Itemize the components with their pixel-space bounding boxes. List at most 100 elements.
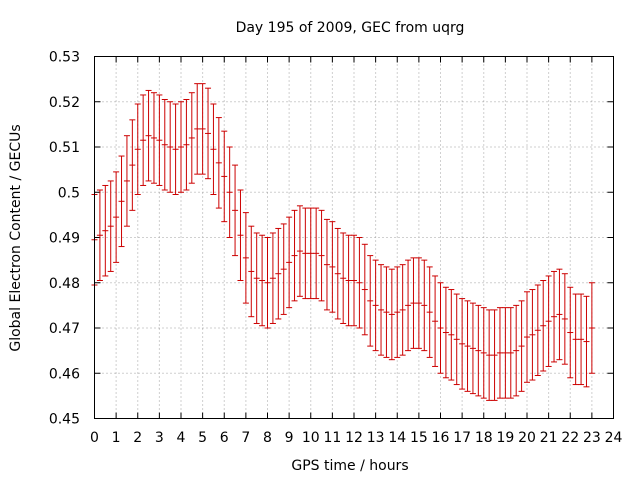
- error-bar: [513, 304, 520, 397]
- x-tick-label: 10: [302, 430, 320, 446]
- error-bar: [226, 146, 233, 238]
- error-bar: [524, 291, 530, 383]
- error-bar: [329, 221, 336, 313]
- y-tick-label: 0.51: [49, 140, 80, 156]
- error-bar: [486, 309, 493, 401]
- error-bar: [361, 243, 368, 336]
- x-tick-label: 6: [220, 430, 229, 446]
- error-bar: [313, 207, 320, 300]
- error-bar: [183, 98, 190, 191]
- error-bar: [405, 259, 412, 352]
- x-tick-label: 0: [90, 430, 99, 446]
- error-bar: [334, 227, 341, 320]
- error-bar: [145, 89, 152, 182]
- error-bar: [318, 209, 325, 302]
- error-bar: [215, 117, 222, 209]
- x-tick-label: 11: [323, 430, 341, 446]
- y-tick-label: 0.48: [49, 276, 80, 292]
- error-bar: [259, 234, 266, 327]
- error-bar: [356, 237, 363, 329]
- error-bar: [134, 103, 141, 196]
- x-tick-label: 14: [388, 430, 406, 446]
- error-bar: [199, 83, 206, 175]
- error-bar: [491, 309, 498, 401]
- axis-ticks: [94, 56, 614, 419]
- error-bar: [291, 209, 298, 302]
- error-bar: [502, 307, 509, 399]
- error-bar: [102, 184, 109, 277]
- y-tick-labels: 0.45 0.46 0.47 0.48 0.49 0.5 0.51 0.52 0.53: [49, 50, 80, 428]
- chart-title: Day 195 of 2009, GEC from uqrg: [236, 20, 465, 36]
- error-bar: [286, 216, 293, 309]
- y-axis-label: Global Electron Content / GECUs: [8, 124, 24, 351]
- error-bar: [496, 307, 503, 399]
- error-bar: [172, 103, 179, 196]
- error-bar: [437, 282, 444, 374]
- error-bar: [140, 94, 147, 186]
- error-bar: [221, 130, 228, 223]
- x-tick-label: 21: [540, 430, 558, 446]
- error-bar: [302, 207, 309, 300]
- x-axis-label: GPS time / hours: [291, 458, 408, 474]
- error-bar: [232, 164, 239, 257]
- error-bar: [556, 268, 563, 361]
- x-tick-label: 18: [475, 430, 493, 446]
- error-bar: [178, 101, 184, 193]
- error-bar: [453, 293, 460, 386]
- error-bar: [480, 307, 487, 399]
- error-bar: [280, 223, 287, 315]
- error-bar: [432, 275, 439, 367]
- error-bar: [529, 289, 536, 381]
- x-tick-labels: 0 1 2 3 4 5 6 7 8 9 10 11 12 13 14 15 16 17 18 19 20 21 22 23 24: [90, 430, 622, 446]
- error-bar: [410, 257, 417, 349]
- error-bar: [578, 293, 585, 386]
- error-bar: [378, 264, 385, 356]
- error-bar: [340, 232, 347, 324]
- x-tick-label: 17: [453, 430, 471, 446]
- error-bar: [399, 264, 406, 356]
- error-bar: [118, 155, 125, 248]
- error-bar: [275, 227, 282, 320]
- error-bar: [426, 266, 433, 358]
- error-bar: [205, 87, 212, 180]
- error-bar: [129, 119, 136, 211]
- error-bar: [572, 293, 579, 386]
- x-tick-label: 19: [496, 430, 514, 446]
- error-bar: [188, 92, 195, 184]
- error-bar: [567, 286, 574, 379]
- error-bar: [545, 275, 552, 367]
- x-tick-label: 16: [432, 430, 450, 446]
- plot-frame: [94, 56, 614, 419]
- x-tick-label: 3: [155, 430, 164, 446]
- error-bar: [296, 205, 303, 297]
- y-tick-label: 0.46: [49, 366, 80, 382]
- y-tick-label: 0.45: [49, 412, 80, 428]
- error-bar: [156, 94, 163, 186]
- error-bar: [123, 135, 130, 227]
- error-bar: [372, 259, 379, 352]
- error-bar: [307, 207, 314, 300]
- error-bar: [388, 268, 395, 361]
- x-tick-label: 8: [263, 430, 272, 446]
- error-bar: [415, 257, 422, 349]
- error-bar: [242, 212, 249, 304]
- error-bar: [551, 270, 558, 363]
- error-bar: [161, 98, 168, 191]
- y-tick-label: 0.52: [49, 95, 80, 111]
- error-bar: [459, 298, 466, 390]
- error-bar: [237, 189, 244, 281]
- error-bar-series: [91, 83, 595, 401]
- x-tick-label: 20: [518, 430, 536, 446]
- x-tick-label: 4: [177, 430, 186, 446]
- x-tick-label: 1: [112, 430, 121, 446]
- y-tick-label: 0.47: [49, 321, 80, 337]
- error-bar: [194, 83, 201, 175]
- y-tick-label: 0.53: [49, 50, 80, 66]
- error-bar: [588, 282, 595, 374]
- error-bar: [475, 304, 482, 397]
- error-bar: [561, 273, 568, 365]
- error-bar: [442, 286, 449, 379]
- error-bar: [534, 284, 541, 377]
- x-tick-label: 7: [241, 430, 250, 446]
